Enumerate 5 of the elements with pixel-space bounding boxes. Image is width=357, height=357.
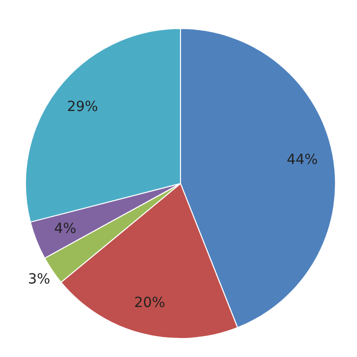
data-label: 4%	[54, 220, 76, 237]
data-label: 29%	[66, 99, 98, 116]
data-label: 3%	[28, 271, 50, 288]
data-label: 20%	[134, 295, 166, 312]
data-label: 44%	[286, 152, 318, 168]
